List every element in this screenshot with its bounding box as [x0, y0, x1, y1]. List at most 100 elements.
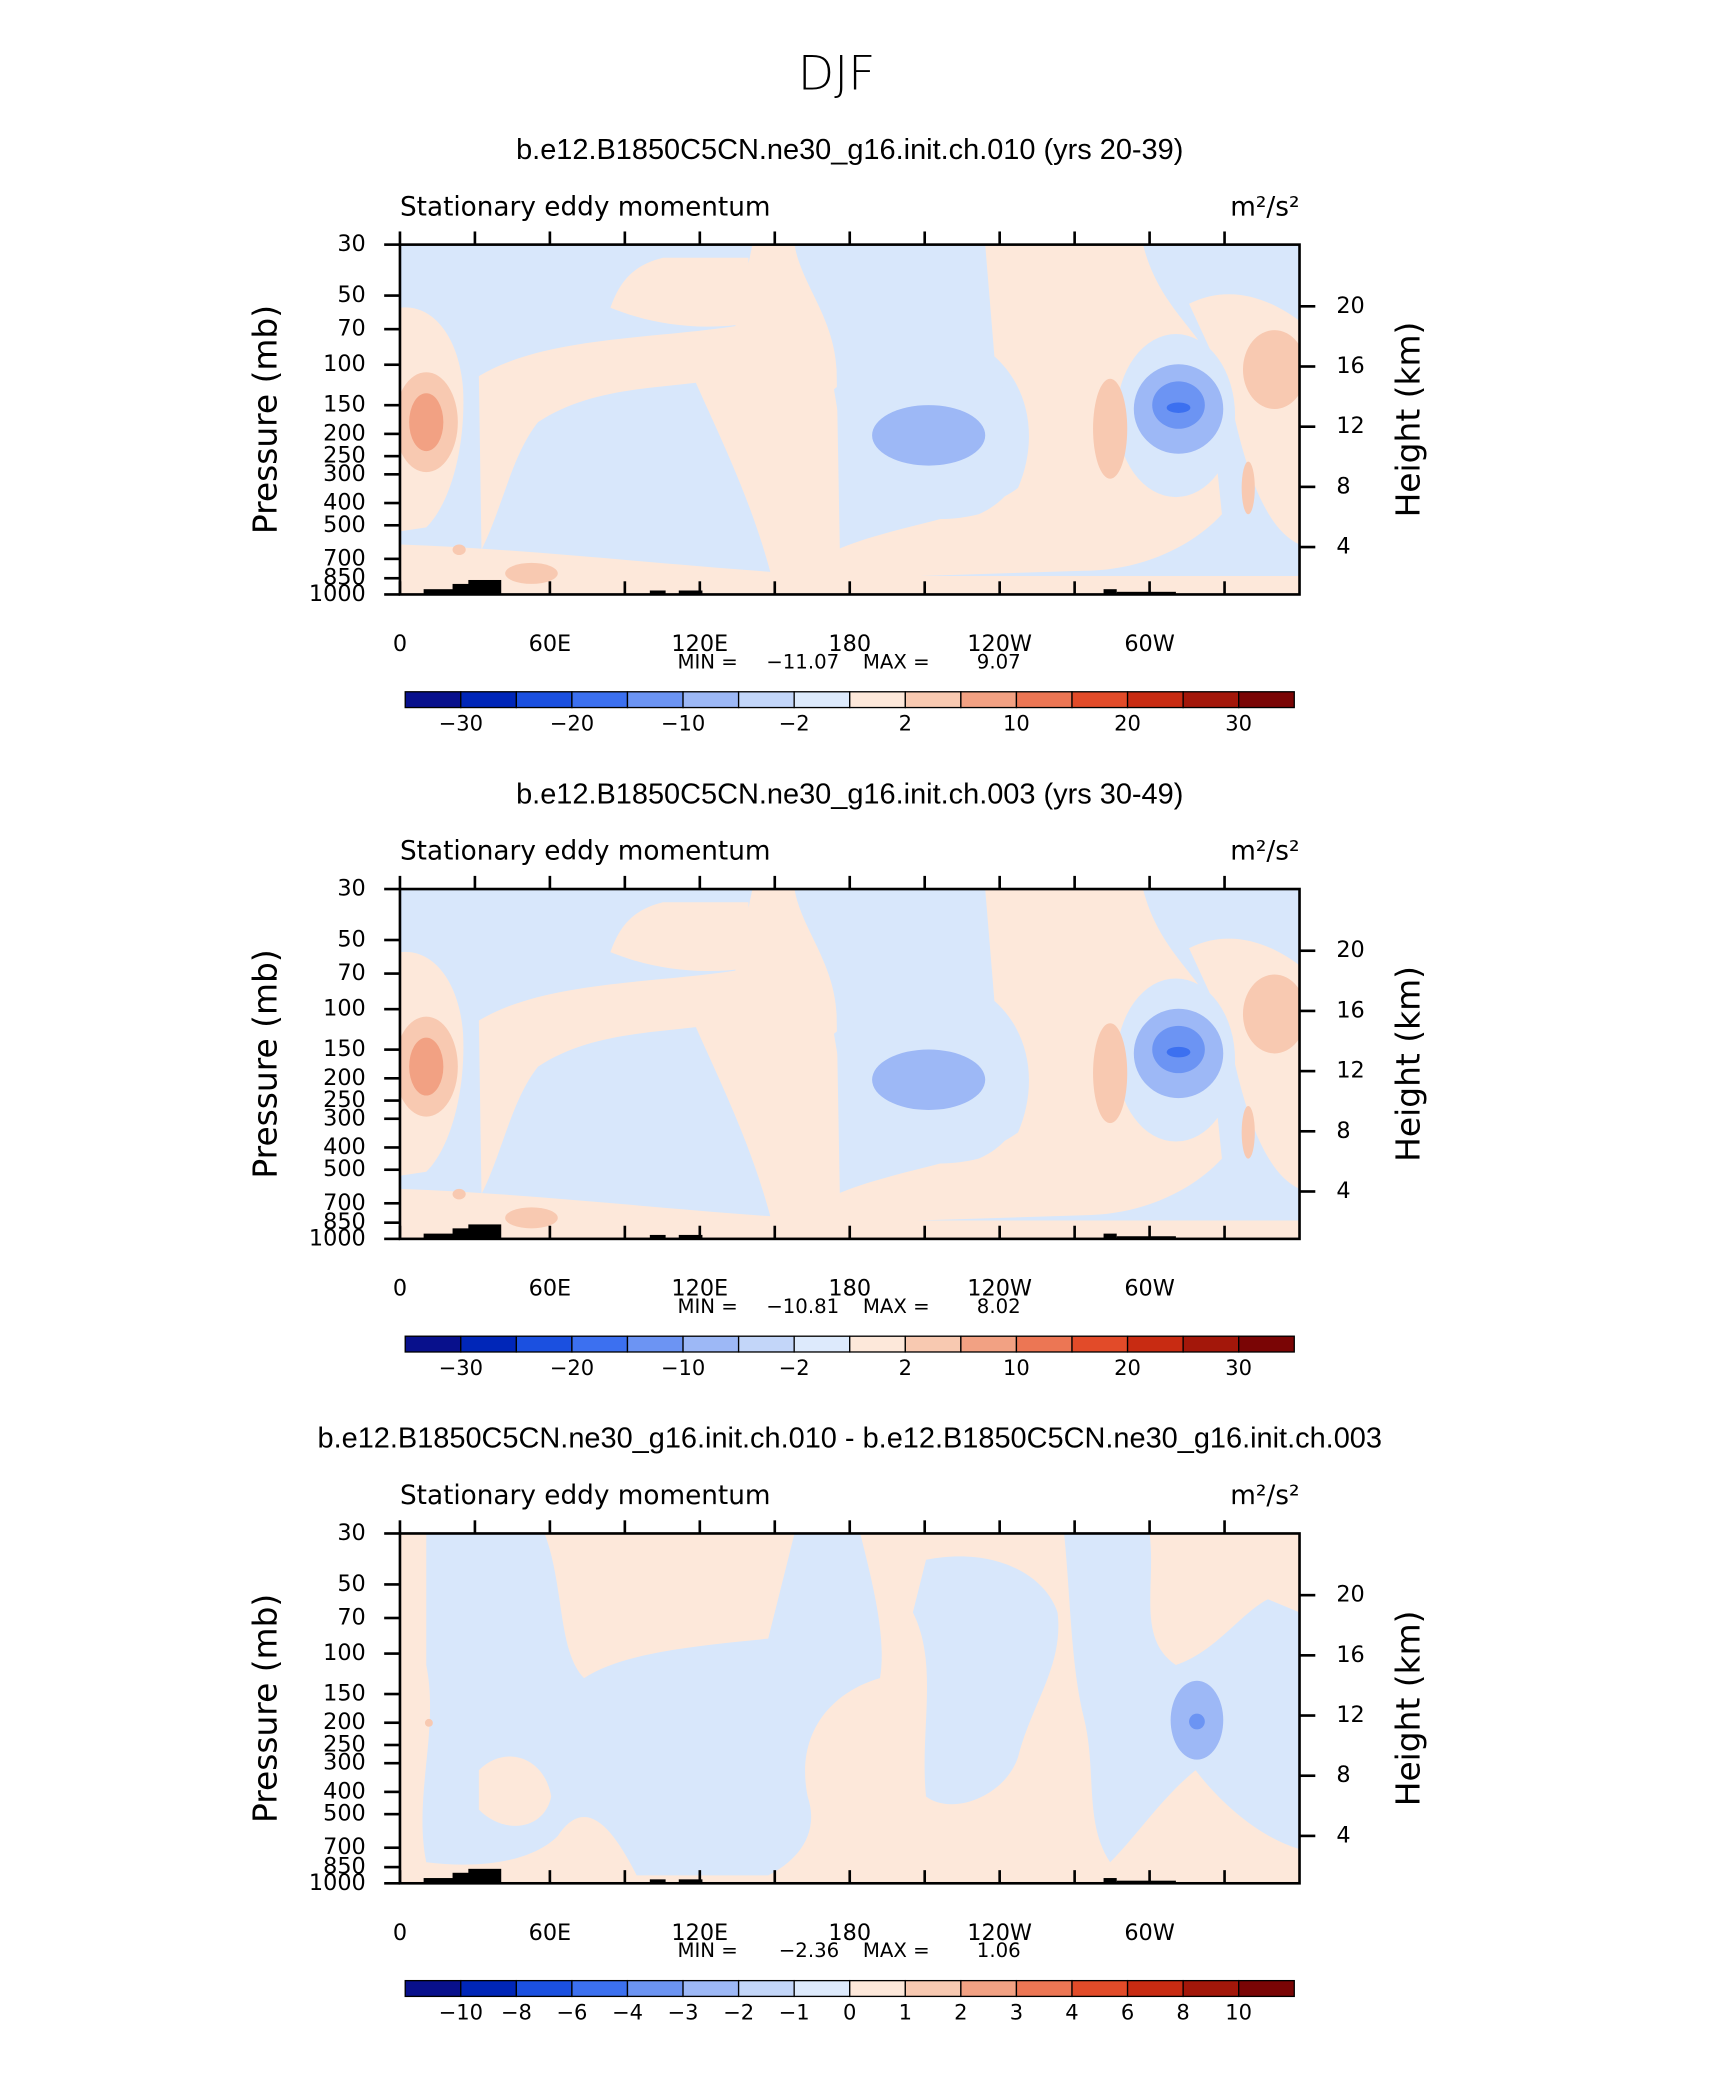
colorbar-box	[404, 1979, 462, 1998]
colorbar-label: 20	[1114, 1355, 1141, 1380]
min-value: −2.36	[779, 1939, 839, 1962]
y-tick-label: 70	[337, 316, 365, 342]
colorbar-box	[793, 1335, 851, 1353]
y-tick-label: 50	[337, 1571, 365, 1597]
colorbar-label: 8	[1176, 2000, 1189, 2025]
y2-tick-label: 16	[1336, 353, 1364, 379]
colorbar-box	[404, 691, 462, 709]
colorbar-box	[737, 1335, 795, 1353]
colorbar-label: −20	[550, 711, 594, 736]
colorbar-box	[849, 691, 906, 709]
y2-tick-label: 12	[1336, 1058, 1364, 1084]
panel-title: b.e12.B1850C5CN.ne30_g16.init.ch.003 (yr…	[516, 778, 1183, 810]
colorbar-label: −2	[779, 1355, 810, 1380]
panel: b.e12.B1850C5CN.ne30_g16.init.ch.010 - b…	[246, 1423, 1428, 2025]
colorbar-box	[737, 691, 795, 709]
y-tick-label: 200	[323, 1065, 366, 1091]
colorbar-label: −2	[779, 711, 810, 736]
colorbar-label: 6	[1121, 2000, 1134, 2025]
x-tick-label: 60E	[529, 1920, 572, 1946]
min-label: MIN =	[677, 650, 737, 673]
x-tick-label: 180	[828, 631, 871, 657]
units: m²/s²	[1230, 192, 1299, 222]
x-tick-label: 60E	[529, 1275, 572, 1301]
colorbar-box	[960, 1335, 1018, 1353]
panel-title: b.e12.B1850C5CN.ne30_g16.init.ch.010 (yr…	[516, 134, 1183, 166]
x-tick-label: 60E	[529, 631, 572, 657]
colorbar-box	[1015, 1335, 1073, 1353]
x-tick-label: 120W	[967, 1275, 1032, 1301]
x-tick-label: 120E	[671, 1275, 728, 1301]
colorbar-label: −2	[723, 2000, 754, 2025]
y-tick-label: 400	[323, 490, 366, 516]
y2-axis-label: Height (km)	[1388, 1611, 1427, 1807]
colorbar-label: 4	[1065, 2000, 1078, 2025]
y-tick-label: 500	[323, 512, 366, 538]
x-tick-label: 0	[393, 631, 407, 657]
figure-title: DJF	[798, 46, 876, 101]
colorbar-box	[960, 691, 1018, 709]
colorbar-label: −10	[661, 1355, 705, 1380]
y-tick-label: 100	[323, 1640, 366, 1666]
y-tick-label: 300	[323, 461, 366, 487]
colorbar-box	[626, 1335, 684, 1353]
y-tick-label: 30	[337, 1520, 365, 1546]
y2-tick-label: 20	[1336, 293, 1364, 319]
max-label: MAX =	[863, 1939, 930, 1962]
colorbar-label: 30	[1225, 711, 1252, 736]
y-tick-label: 250	[323, 1087, 366, 1113]
y2-tick-label: 16	[1336, 997, 1364, 1023]
min-value: −11.07	[766, 650, 839, 673]
y-tick-label: 150	[323, 392, 366, 418]
y-tick-label: 150	[323, 1681, 366, 1707]
contour-fill	[399, 889, 1300, 1239]
colorbar-box	[904, 1979, 962, 1998]
colorbar-box	[849, 1335, 906, 1353]
colorbar-box	[460, 1335, 518, 1353]
panel: b.e12.B1850C5CN.ne30_g16.init.ch.010 (yr…	[246, 134, 1428, 736]
colorbar-box	[1071, 1335, 1129, 1353]
y-tick-label: 700	[323, 545, 366, 571]
colorbar-label: −1	[779, 2000, 810, 2025]
y-tick-label: 400	[323, 1134, 366, 1160]
x-tick-label: 0	[393, 1275, 407, 1301]
colorbar-label: −4	[612, 2000, 643, 2025]
y-tick-label: 500	[323, 1156, 366, 1182]
colorbar-label: 10	[1225, 2000, 1252, 2025]
y-tick-label: 300	[323, 1750, 366, 1776]
colorbar-box	[1015, 691, 1073, 709]
y-tick-label: 850	[323, 1209, 366, 1235]
colorbar-box	[793, 691, 851, 709]
colorbar-box	[571, 1979, 629, 1998]
colorbar-box	[1182, 1335, 1240, 1353]
colorbar-label: −3	[668, 2000, 699, 2025]
x-tick-label: 0	[393, 1920, 407, 1946]
y-tick-label: 400	[323, 1778, 366, 1804]
colorbar-label: 10	[1003, 711, 1030, 736]
contour-field	[399, 244, 1300, 595]
x-tick-label: 180	[828, 1920, 871, 1946]
colorbar-box	[1238, 1979, 1295, 1998]
panel-subtitle: Stationary eddy momentum	[400, 837, 771, 867]
colorbar-label: −10	[661, 711, 705, 736]
colorbar-label: −8	[501, 2000, 532, 2025]
colorbar-label: −6	[556, 2000, 587, 2025]
y-axis-label: Pressure (mb)	[246, 305, 285, 534]
colorbar-label: 2	[899, 1355, 912, 1380]
y2-tick-label: 20	[1336, 937, 1364, 963]
colorbar-label: 3	[1010, 2000, 1023, 2025]
y-tick-label: 50	[337, 927, 365, 953]
colorbar-box	[1015, 1979, 1073, 1998]
min-label: MIN =	[677, 1295, 737, 1318]
y2-axis-label: Height (km)	[1388, 322, 1427, 518]
contour-field	[399, 1533, 1300, 1884]
x-tick-label: 120W	[967, 631, 1032, 657]
y-tick-label: 70	[337, 1605, 365, 1631]
y-axis-label: Pressure (mb)	[246, 949, 285, 1178]
y-tick-label: 1000	[309, 581, 366, 607]
y2-tick-label: 16	[1336, 1642, 1364, 1668]
y-tick-label: 250	[323, 443, 366, 469]
colorbar-box	[849, 1979, 906, 1998]
